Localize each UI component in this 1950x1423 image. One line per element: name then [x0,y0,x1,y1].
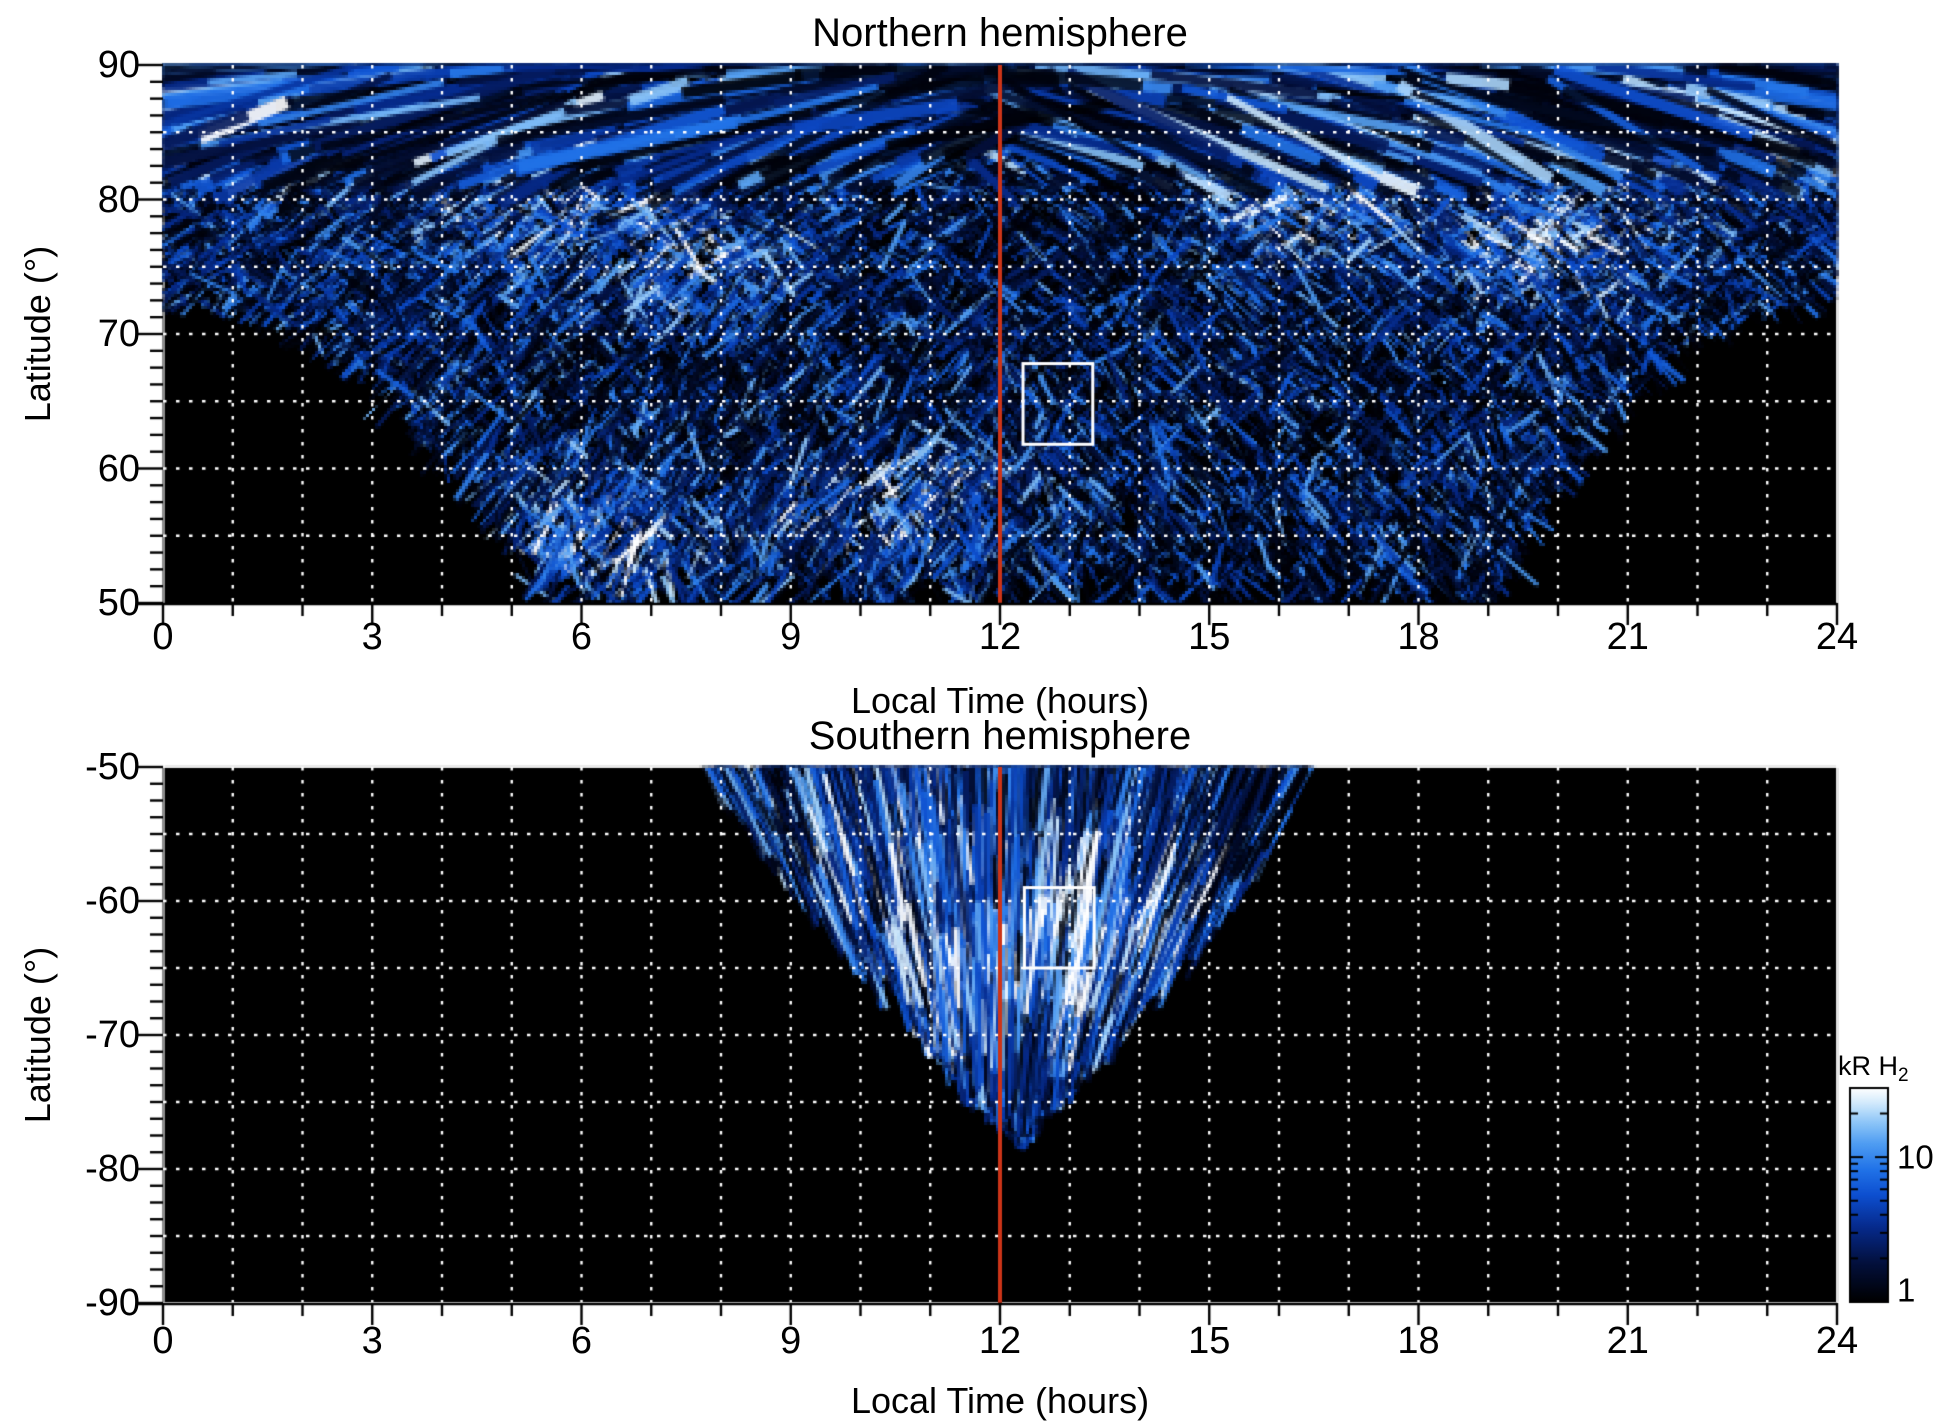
north-x-tick-label: 12 [978,616,1022,658]
south-y-tick-label: -50 [85,746,140,788]
south-x-axis-label: Local Time (hours) [850,1380,1150,1421]
south-x-tick-label: 6 [570,1320,593,1362]
north-x-tick-label: 18 [1397,616,1440,658]
south-y-tick-label: -90 [85,1282,140,1324]
colorbar-label-subscript: 2 [1898,1065,1909,1087]
colorbar-label: kR H2 [1838,1050,1909,1087]
north-y-tick-label: 50 [97,582,140,624]
north-x-tick-label: 3 [361,616,383,658]
north-y-tick-label: 90 [97,44,140,86]
south-x-tick-label: 18 [1397,1320,1440,1362]
north-y-tick-label: 80 [97,178,140,221]
north-y-tick-label: 70 [97,313,140,355]
south-x-tick-label: 24 [1815,1320,1859,1362]
south-y-tick-label: -60 [85,880,140,922]
north-x-tick-label: 6 [570,616,593,658]
south-x-tick-label: 3 [361,1320,383,1362]
north-x-tick-label: 0 [152,616,174,658]
south-title: Southern hemisphere [808,714,1192,758]
south-x-tick-label: 12 [978,1320,1022,1362]
north-x-tick-label: 21 [1606,616,1649,658]
south-y-tick-label: -70 [85,1014,140,1056]
south-y-axis-label: Latitude (°) [17,946,58,1124]
south-x-tick-label: 15 [1188,1320,1231,1362]
south-y-tick-label: -80 [85,1148,140,1190]
north-x-tick-label: 24 [1815,616,1859,658]
north-title: Northern hemisphere [812,11,1188,55]
colorbar-tick-label: 10 [1897,1138,1934,1176]
colorbar-tick-label: 1 [1897,1271,1916,1309]
north-x-axis-label: Local Time (hours) [850,680,1150,721]
north-x-tick-label: 9 [780,616,802,658]
south-x-tick-label: 9 [780,1320,802,1362]
south-x-tick-label: 0 [152,1320,174,1362]
north-y-tick-label: 60 [97,447,140,490]
colorbar-label-text: kR H [1838,1050,1898,1081]
north-x-tick-label: 15 [1188,616,1231,658]
north-y-axis-label: Latitude (°) [17,245,58,423]
south-x-tick-label: 21 [1606,1320,1649,1362]
